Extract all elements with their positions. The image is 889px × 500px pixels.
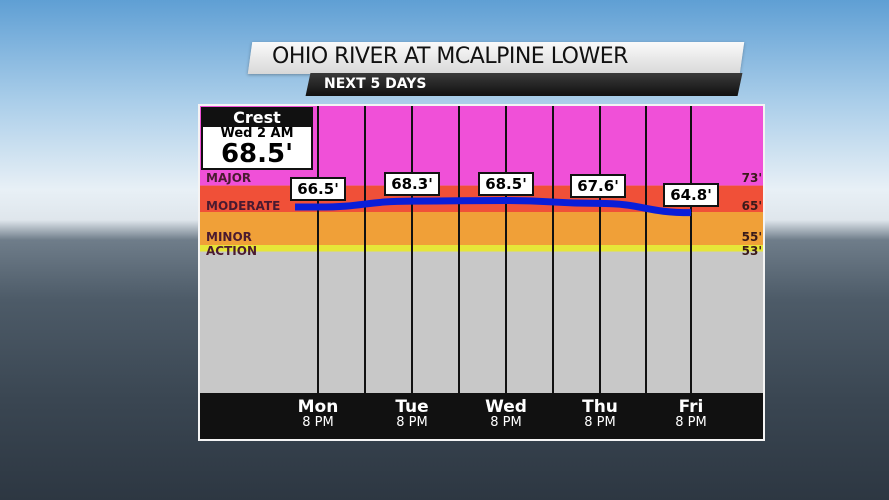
band-action	[200, 245, 763, 252]
page-title: OHIO RIVER AT MCALPINE LOWER	[272, 44, 628, 69]
stage-value-minor: 55'	[741, 230, 762, 244]
x-tick-thu: Thu 8 PM	[582, 397, 618, 430]
page-subtitle: NEXT 5 DAYS	[324, 76, 427, 92]
x-axis-bar	[200, 393, 763, 439]
value-label-mon: 66.5'	[290, 177, 346, 201]
stage-value-action: 53'	[741, 244, 762, 258]
data-point-wed	[505, 199, 507, 201]
crest-time: Wed 2 AM	[220, 126, 294, 141]
x-tick-fri: Fri 8 PM	[675, 397, 707, 430]
x-tick-wed: Wed 8 PM	[485, 397, 527, 430]
data-point-tue	[411, 200, 413, 202]
band-minor	[200, 212, 763, 245]
crest-box: Crest Wed 2 AM 68.5'	[201, 107, 313, 170]
crest-label: Crest	[203, 109, 311, 127]
value-label-fri: 64.8'	[663, 183, 719, 207]
plot-area	[200, 106, 763, 439]
stage-label-action: ACTION	[206, 244, 257, 258]
x-tick-tue: Tue 8 PM	[395, 397, 429, 430]
stage-label-major: MAJOR	[206, 171, 252, 185]
stage-value-major: 73'	[741, 171, 762, 185]
crest-value: 68.5'	[220, 139, 294, 169]
river-stage-chart	[198, 104, 765, 441]
value-label-wed: 68.5'	[478, 172, 534, 196]
value-label-thu: 67.6'	[570, 174, 626, 198]
data-point-fri	[690, 212, 692, 214]
stage-label-minor: MINOR	[206, 230, 252, 244]
stage-label-moderate: MODERATE	[206, 199, 281, 213]
band-normal	[200, 251, 763, 393]
x-tick-mon: Mon 8 PM	[297, 397, 339, 430]
data-point-mon	[317, 206, 319, 208]
stage-value-moderate: 65'	[741, 199, 762, 213]
data-point-thu	[597, 202, 599, 204]
value-label-tue: 68.3'	[384, 172, 440, 196]
